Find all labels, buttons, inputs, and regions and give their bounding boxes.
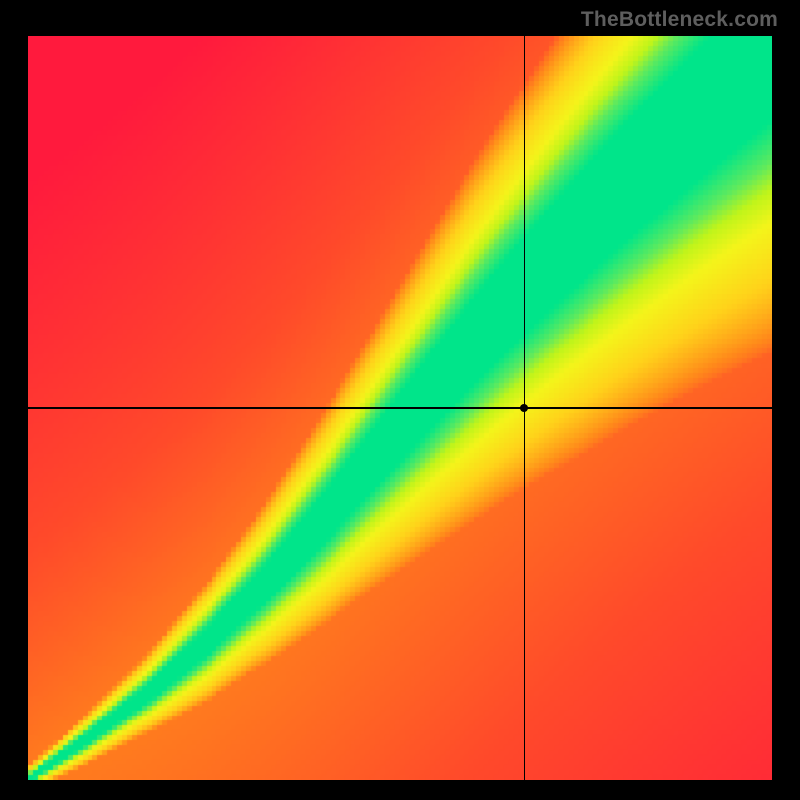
crosshair-marker-dot	[520, 404, 528, 412]
watermark-text: TheBottleneck.com	[581, 8, 778, 32]
crosshair-horizontal	[28, 407, 772, 408]
figure-container: TheBottleneck.com	[0, 0, 800, 800]
